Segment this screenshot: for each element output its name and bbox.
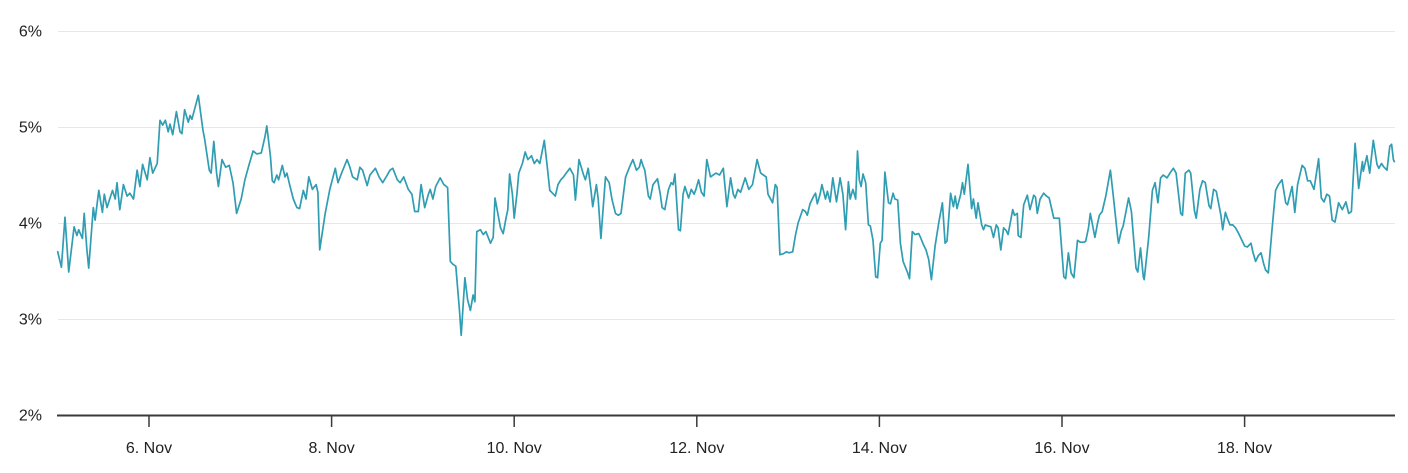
y-tick-label-5pct: 5% (19, 120, 42, 137)
series-line[interactable] (56, 94, 1396, 337)
x-tick-label-14nov: 14. Nov (852, 440, 907, 457)
x-tick-label-10nov: 10. Nov (487, 440, 542, 457)
y-tick-label-4pct: 4% (19, 216, 42, 233)
x-tick-label-6nov: 6. Nov (126, 440, 172, 457)
y-tick-label-2pct: 2% (19, 408, 42, 425)
x-tick-label-8nov: 8. Nov (308, 440, 354, 457)
y-tick-label-3pct: 3% (19, 312, 42, 329)
y-tick-label-6pct: 6% (19, 24, 42, 41)
x-tick-label-12nov: 12. Nov (669, 440, 724, 457)
x-tick-label-16nov: 16. Nov (1034, 440, 1089, 457)
x-tick-label-18nov: 18. Nov (1217, 440, 1272, 457)
